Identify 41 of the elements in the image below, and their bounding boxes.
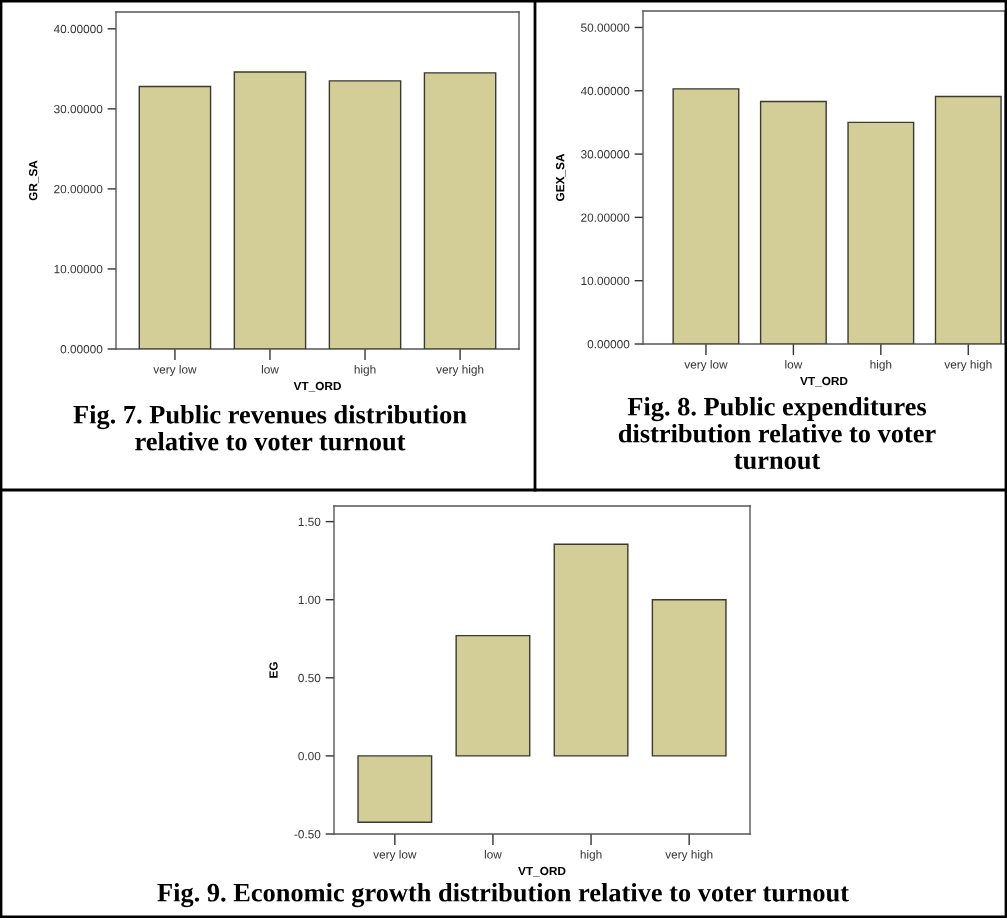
y-tick-label: 0.00000 bbox=[587, 340, 630, 349]
x-tick-label: very high bbox=[944, 359, 992, 371]
y-tick-label: 0.00000 bbox=[60, 345, 103, 354]
y-tick-label: 40.00000 bbox=[580, 86, 630, 96]
y-tick-label: 50.00000 bbox=[581, 23, 630, 32]
bar bbox=[651, 599, 727, 757]
x-tick-label: very low bbox=[684, 359, 728, 371]
bar bbox=[553, 543, 629, 757]
y-tick-label: 0.50 bbox=[298, 673, 321, 683]
y-tick-label: 10.00000 bbox=[581, 276, 630, 286]
y-tick-label: 40.00000 bbox=[53, 24, 103, 34]
x-tick-label: high bbox=[580, 849, 602, 861]
y-tick-label: 30.00000 bbox=[54, 104, 103, 114]
x-tick-label: low bbox=[261, 364, 279, 374]
x-axis-title: VT_ORD bbox=[293, 381, 341, 392]
y-axis-title: EG bbox=[269, 662, 278, 678]
y-tick-label: 0.00 bbox=[298, 751, 321, 761]
x-axis-title: VT_ORD bbox=[518, 866, 566, 877]
y-tick-label: 30.00000 bbox=[581, 150, 630, 159]
x-axis-title: VT_ORD bbox=[800, 376, 848, 387]
text: Fig. 8. Public expenditures distribution relative to voter turnout bbox=[618, 397, 936, 470]
x-tick-label: very high bbox=[665, 849, 713, 861]
x-tick-label: very high bbox=[436, 364, 484, 376]
x-tick-label: high bbox=[354, 364, 376, 376]
y-axis-title: GEX_SA bbox=[555, 153, 566, 201]
y-tick-label: 1.00 bbox=[298, 595, 321, 605]
x-tick-label: very low bbox=[373, 849, 417, 861]
y-tick-label: 10.00000 bbox=[54, 264, 103, 274]
x-tick-label: very low bbox=[153, 364, 197, 376]
x-tick-label: low bbox=[484, 849, 502, 859]
y-tick-label: 20.00000 bbox=[54, 184, 103, 194]
y-tick-label: 20.00000 bbox=[581, 213, 630, 222]
text: Fig. 9. Economic growth distribution relative to voter turnout bbox=[157, 883, 849, 908]
bar bbox=[455, 634, 531, 757]
x-tick-label: high bbox=[870, 359, 892, 371]
y-tick-label: 1.50 bbox=[298, 517, 321, 527]
text: Fig. 7. Public revenues distribution relative to voter turnout bbox=[73, 405, 467, 451]
bar bbox=[357, 755, 433, 823]
x-tick-label: low bbox=[785, 359, 803, 369]
y-tick-label: -0.50 bbox=[294, 830, 321, 839]
y-axis-title: GR_SA bbox=[28, 160, 39, 201]
